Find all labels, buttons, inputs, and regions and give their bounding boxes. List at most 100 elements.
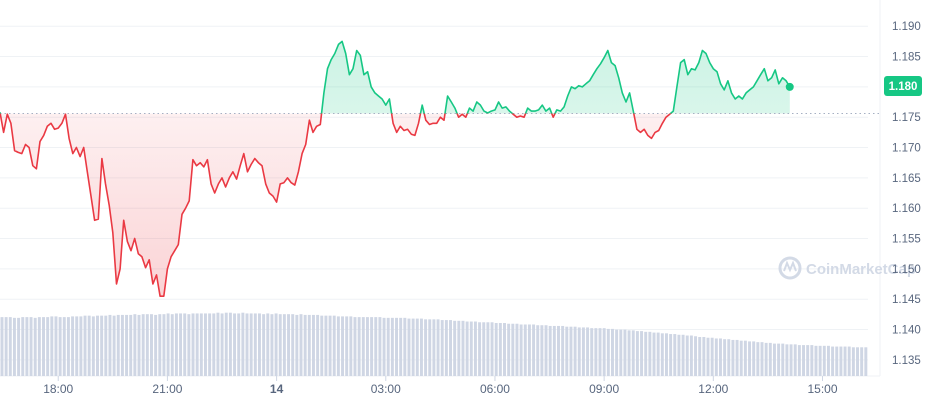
volume-bar xyxy=(598,328,602,376)
x-tick-label: 06:00 xyxy=(480,382,510,396)
volume-bar xyxy=(806,345,810,376)
y-tick-label: 1.160 xyxy=(892,203,921,215)
volume-bar xyxy=(407,318,411,376)
volume-bar xyxy=(469,321,473,376)
volume-bar xyxy=(673,334,677,376)
volume-bar xyxy=(851,347,855,376)
volume-bar xyxy=(386,317,390,376)
price-area-fills xyxy=(0,41,790,297)
volume-bar xyxy=(399,317,403,376)
volume-bar xyxy=(611,328,614,376)
volume-bar xyxy=(490,322,494,376)
volume-bar xyxy=(752,341,756,376)
volume-bar xyxy=(415,318,419,376)
volume-bar xyxy=(237,313,241,376)
volume-bar xyxy=(444,320,448,376)
volume-bar xyxy=(21,317,25,376)
volume-bars xyxy=(0,312,868,376)
volume-bar xyxy=(565,326,569,376)
volume-bar xyxy=(793,344,797,376)
volume-bar xyxy=(378,317,382,376)
volume-bar xyxy=(112,315,116,376)
volume-bar xyxy=(216,312,220,376)
price-line xyxy=(0,40,791,297)
volume-bar xyxy=(631,330,635,376)
volume-bar xyxy=(494,323,498,376)
x-tick-label: 14 xyxy=(270,382,284,396)
volume-bar xyxy=(569,326,573,376)
volume-bar xyxy=(656,332,660,376)
current-price-tag-text: 1.180 xyxy=(889,81,918,93)
volume-bar xyxy=(856,347,859,376)
volume-bar xyxy=(419,318,423,376)
last-price-dot[interactable] xyxy=(785,82,794,91)
volume-bar xyxy=(478,322,482,376)
y-tick-label: 1.185 xyxy=(892,52,921,64)
x-tick-label: 18:00 xyxy=(43,382,73,396)
volume-bar xyxy=(199,313,203,376)
y-tick-label: 1.135 xyxy=(892,355,921,367)
y-tick-label: 1.175 xyxy=(892,112,921,124)
volume-bar xyxy=(818,345,822,376)
volume-bar xyxy=(382,317,386,376)
volume-bar xyxy=(50,316,54,376)
volume-bar xyxy=(760,342,764,376)
coinmarketcap-logo-mark xyxy=(783,260,797,273)
volume-bar xyxy=(158,314,162,376)
volume-bar xyxy=(449,320,452,376)
volume-bar xyxy=(789,344,793,376)
volume-bar xyxy=(129,314,133,376)
volume-bar xyxy=(71,316,75,376)
volume-bar xyxy=(145,314,149,376)
volume-bar xyxy=(336,316,340,376)
volume-bar xyxy=(810,345,814,376)
volume-bar xyxy=(307,314,311,376)
volume-bar xyxy=(120,314,124,376)
volume-bar xyxy=(191,313,195,376)
volume-bar xyxy=(772,343,776,376)
volume-bar xyxy=(644,331,648,376)
volume-bar xyxy=(183,313,187,376)
volume-bar xyxy=(777,343,781,376)
volume-bar xyxy=(640,331,644,376)
volume-bar xyxy=(785,344,789,376)
volume-bar xyxy=(689,335,693,376)
volume-bar xyxy=(179,313,183,376)
y-tick-label: 1.150 xyxy=(892,264,921,276)
volume-bar xyxy=(590,328,594,376)
volume-bar xyxy=(822,345,826,376)
volume-bar xyxy=(224,312,228,376)
volume-bar xyxy=(4,317,8,376)
area-fill-below xyxy=(0,113,790,297)
y-axis: 1.190 1.185 1.180 1.175 1.170 1.165 1.160 1.155… xyxy=(892,21,921,367)
volume-bar xyxy=(353,317,357,376)
y-tick-label: 1.190 xyxy=(892,21,921,33)
volume-bar xyxy=(615,329,619,376)
volume-bar xyxy=(540,325,544,376)
current-price-tag-bg xyxy=(884,76,922,96)
volume-bar xyxy=(345,316,349,376)
volume-bar xyxy=(370,317,374,376)
volume-bar xyxy=(141,314,145,376)
volume-bar xyxy=(498,323,502,376)
volume-bar xyxy=(332,315,336,376)
volume-bar xyxy=(411,318,415,376)
volume-bar xyxy=(125,314,129,376)
volume-bar xyxy=(274,313,278,376)
volume-bar xyxy=(299,314,303,376)
price-line-down xyxy=(0,113,672,297)
volume-bar xyxy=(735,339,739,376)
volume-bar xyxy=(432,319,436,376)
volume-bar xyxy=(664,333,668,376)
volume-bar xyxy=(212,313,216,376)
x-tick-label: 12:00 xyxy=(698,382,728,396)
volume-bar xyxy=(544,325,548,376)
volume-bar xyxy=(187,314,191,376)
volume-bar xyxy=(694,336,698,376)
volume-bar xyxy=(162,314,166,376)
volume-bar xyxy=(12,317,16,376)
volume-bar xyxy=(511,323,515,376)
coinmarketcap-watermark: CoinMarketCap xyxy=(778,256,916,280)
